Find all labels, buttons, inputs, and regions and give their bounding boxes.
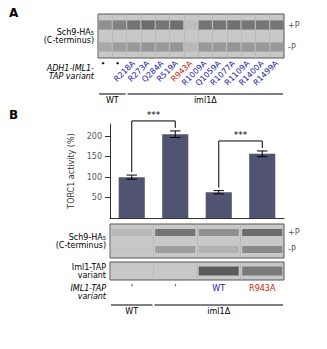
svg-text:(C-terminus): (C-terminus) bbox=[56, 241, 106, 250]
svg-text:Sch9-HA₅: Sch9-HA₅ bbox=[68, 232, 106, 242]
svg-text:TAP variant: TAP variant bbox=[49, 72, 95, 81]
svg-text:+P: +P bbox=[288, 21, 300, 30]
svg-text:WT: WT bbox=[212, 284, 225, 293]
svg-text:A: A bbox=[9, 6, 19, 20]
svg-text:TORC1 activity (%): TORC1 activity (%) bbox=[67, 133, 76, 209]
svg-text:•: • bbox=[99, 59, 109, 69]
svg-text:variant: variant bbox=[78, 292, 107, 301]
svg-text:R218A: R218A bbox=[112, 58, 137, 84]
svg-text:***: *** bbox=[234, 130, 248, 140]
svg-text:-P: -P bbox=[288, 43, 296, 52]
svg-text:Q284A: Q284A bbox=[140, 58, 166, 85]
svg-text:B: B bbox=[9, 108, 18, 122]
svg-text:R1009A: R1009A bbox=[180, 58, 209, 88]
svg-text:': ' bbox=[174, 284, 176, 293]
svg-text:-P: -P bbox=[288, 245, 296, 254]
svg-text:R1499A: R1499A bbox=[252, 58, 281, 87]
svg-text:IML1-TAP: IML1-TAP bbox=[70, 283, 106, 293]
svg-text:variant: variant bbox=[78, 271, 106, 280]
svg-text:Sch9-HA₅: Sch9-HA₅ bbox=[56, 27, 94, 37]
svg-text:R273A: R273A bbox=[126, 58, 152, 84]
svg-text:ADH1-IML1-: ADH1-IML1- bbox=[46, 63, 94, 73]
svg-text:100: 100 bbox=[87, 173, 102, 182]
svg-text:R519A: R519A bbox=[154, 58, 180, 84]
svg-text:150: 150 bbox=[87, 152, 102, 161]
svg-text:200: 200 bbox=[87, 132, 102, 141]
svg-text:R1077A: R1077A bbox=[208, 58, 238, 88]
svg-text:Q1059A: Q1059A bbox=[193, 58, 223, 88]
svg-text:R1400A: R1400A bbox=[237, 58, 266, 88]
svg-text:R943A: R943A bbox=[249, 284, 276, 293]
svg-text:+P: +P bbox=[288, 228, 300, 237]
svg-text:R943A: R943A bbox=[169, 58, 195, 84]
svg-text:(C-terminus): (C-terminus) bbox=[44, 36, 94, 45]
svg-text:': ' bbox=[131, 284, 133, 293]
svg-text:***: *** bbox=[147, 110, 161, 120]
svg-text:WT: WT bbox=[106, 96, 119, 105]
svg-text:iml1Δ: iml1Δ bbox=[194, 96, 217, 105]
svg-text:50: 50 bbox=[92, 193, 102, 202]
svg-text:iml1Δ: iml1Δ bbox=[207, 307, 230, 316]
svg-text:WT: WT bbox=[125, 307, 138, 316]
svg-text:Iml1-TAP: Iml1-TAP bbox=[71, 262, 106, 272]
svg-text:R1109A: R1109A bbox=[222, 58, 252, 88]
